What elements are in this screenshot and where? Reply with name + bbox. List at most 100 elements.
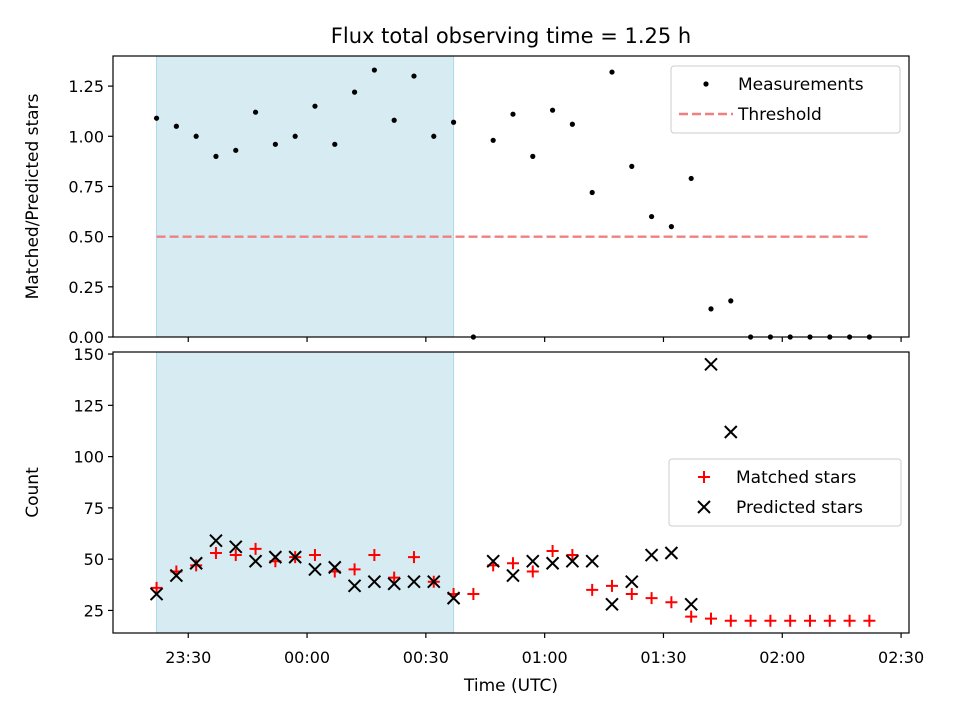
axes-frame [112, 55, 910, 338]
data-point [645, 592, 658, 605]
data-point [351, 89, 358, 95]
data-point [407, 575, 421, 589]
legend-box [668, 458, 902, 527]
data-point [704, 612, 717, 625]
observing-window-span [156, 351, 455, 634]
x-tick-label: 02:30 [878, 648, 924, 667]
data-point [546, 544, 559, 557]
data-point [724, 425, 738, 439]
data-point [387, 577, 401, 591]
data-point [249, 542, 262, 555]
data-point [229, 540, 243, 554]
data-point [490, 137, 496, 143]
data-point [506, 568, 520, 583]
legend-label: Measurements [738, 75, 864, 95]
data-point [292, 133, 298, 139]
data-point [530, 153, 536, 159]
y-axis-label: Count [23, 467, 43, 518]
data-point [708, 306, 714, 312]
data-point [213, 153, 219, 159]
x-axis: 23:30 00:00 00:30 01:00 01:30 02:00 02:30 [165, 648, 924, 667]
legend-marker [703, 81, 709, 87]
data-point [153, 115, 160, 121]
data-point [347, 579, 362, 593]
data-point [332, 141, 338, 147]
data-point [565, 554, 580, 568]
data-point [684, 597, 698, 611]
legend-marker [698, 471, 710, 483]
data-point [863, 614, 876, 627]
data-point [371, 67, 377, 73]
data-point [526, 565, 539, 578]
data-point [648, 213, 655, 220]
y-tick-label: 125 [73, 396, 104, 415]
y-tick-label: 0.50 [68, 228, 104, 247]
data-point [685, 610, 698, 623]
y-tick-label: 0.00 [68, 328, 104, 347]
data-point [803, 614, 816, 627]
data-point [407, 551, 420, 564]
data-point [609, 69, 615, 75]
data-point [467, 588, 480, 601]
data-point [629, 163, 635, 169]
data-point [545, 556, 560, 570]
data-point [450, 119, 457, 125]
data-point [252, 109, 259, 115]
data-point [446, 591, 461, 605]
data-point [585, 554, 599, 568]
data-point [625, 575, 639, 589]
data-point [724, 614, 737, 627]
data-point [149, 587, 164, 601]
axes-frame [112, 351, 910, 634]
data-point [728, 298, 734, 304]
x-tick-label: 01:00 [522, 648, 568, 667]
data-point [566, 549, 579, 562]
data-point [823, 614, 836, 627]
data-point [589, 189, 595, 196]
data-point [665, 596, 678, 609]
data-point [510, 111, 516, 117]
data-point [288, 550, 302, 564]
x-tick-label: 00:30 [403, 648, 449, 667]
x-tick-label: 23:30 [165, 648, 211, 667]
y-tick-label: 1.25 [68, 77, 104, 96]
series-0 [153, 67, 872, 340]
data-point [308, 549, 321, 562]
data-point [229, 549, 242, 562]
y-tick-label: 50 [84, 550, 104, 569]
legend-label: Matched stars [736, 468, 856, 488]
data-point [272, 141, 278, 147]
y-tick-label: 0.25 [68, 278, 104, 297]
legend: Measurements Threshold [670, 65, 901, 134]
data-point [411, 73, 417, 79]
data-point [526, 554, 540, 568]
legend-box [670, 65, 901, 134]
data-point [328, 560, 342, 575]
data-point [605, 579, 618, 592]
data-point [209, 547, 222, 560]
data-point [486, 554, 500, 568]
data-point [388, 571, 401, 584]
data-point [367, 575, 382, 589]
data-point [248, 554, 263, 568]
y-axis-label: Matched/Predicted stars [23, 93, 43, 299]
legend-label: Threshold [737, 105, 822, 125]
y-tick-label: 100 [73, 448, 104, 467]
data-point [233, 147, 239, 153]
x-tick-label: 02:00 [759, 648, 805, 667]
x-tick-label: 00:00 [284, 648, 330, 667]
legend-label: Predicted stars [736, 498, 863, 518]
series-1 [149, 357, 738, 611]
data-point [173, 123, 179, 129]
data-point [348, 563, 361, 576]
data-point [704, 357, 718, 372]
data-point [506, 557, 519, 570]
data-point [644, 548, 659, 562]
y-tick-label: 75 [84, 499, 104, 518]
data-point [268, 550, 283, 564]
y-tick-label: 1.00 [68, 127, 104, 146]
data-point [312, 103, 318, 109]
data-point [625, 588, 638, 601]
data-point [431, 133, 437, 139]
